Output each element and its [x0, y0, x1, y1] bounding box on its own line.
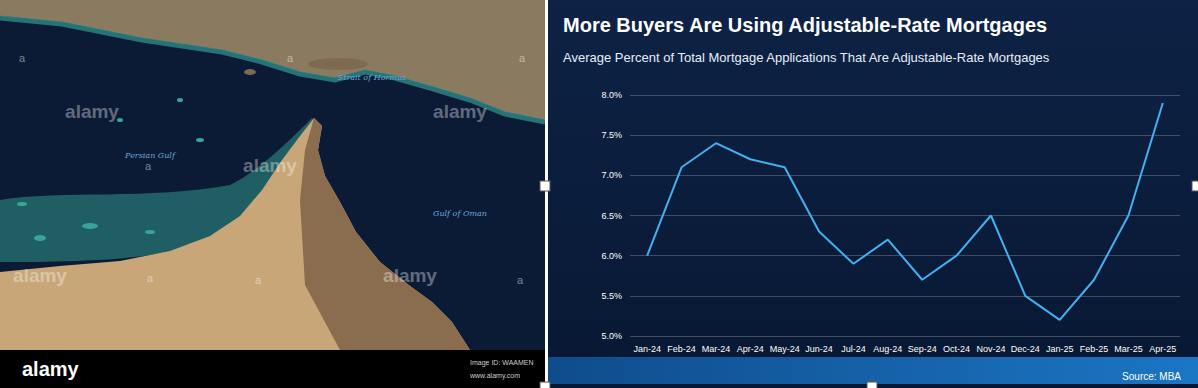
- svg-text:More Buyers Are Using Adjustab: More Buyers Are Using Adjustable-Rate Mo…: [563, 14, 1047, 36]
- svg-text:Aug-24: Aug-24: [873, 344, 902, 354]
- svg-text:6.0%: 6.0%: [601, 251, 622, 261]
- svg-text:alamy: alamy: [65, 101, 119, 122]
- svg-text:alamy: alamy: [13, 265, 67, 286]
- svg-text:alamy: alamy: [383, 265, 437, 286]
- svg-text:Jan-25: Jan-25: [1046, 344, 1074, 354]
- svg-text:Mar-25: Mar-25: [1114, 344, 1143, 354]
- svg-text:alamy: alamy: [22, 358, 80, 380]
- svg-text:a: a: [145, 160, 152, 172]
- svg-text:Image ID: WAAMEN: Image ID: WAAMEN: [470, 359, 534, 367]
- svg-text:Persian Gulf: Persian Gulf: [124, 151, 177, 160]
- svg-text:7.0%: 7.0%: [601, 170, 622, 180]
- svg-text:a: a: [19, 52, 26, 64]
- svg-text:Nov-24: Nov-24: [976, 344, 1005, 354]
- svg-text:5.5%: 5.5%: [601, 291, 622, 301]
- svg-text:Jul-24: Jul-24: [841, 344, 866, 354]
- svg-text:Dec-24: Dec-24: [1011, 344, 1040, 354]
- svg-text:a: a: [147, 272, 154, 284]
- svg-text:a: a: [255, 274, 262, 286]
- svg-text:Feb-24: Feb-24: [667, 344, 696, 354]
- svg-text:May-24: May-24: [770, 344, 800, 354]
- svg-text:www.alamy.com: www.alamy.com: [469, 372, 520, 380]
- svg-text:Oct-24: Oct-24: [943, 344, 970, 354]
- svg-text:Feb-25: Feb-25: [1080, 344, 1109, 354]
- svg-text:Apr-24: Apr-24: [737, 344, 764, 354]
- svg-text:a: a: [517, 274, 524, 286]
- svg-text:5.0%: 5.0%: [601, 331, 622, 341]
- svg-text:Jun-24: Jun-24: [805, 344, 833, 354]
- svg-text:6.5%: 6.5%: [601, 211, 622, 221]
- svg-text:Apr-25: Apr-25: [1149, 344, 1176, 354]
- svg-text:Mar-24: Mar-24: [702, 344, 731, 354]
- svg-text:alamy: alamy: [433, 101, 487, 122]
- svg-text:Source: MBA: Source: MBA: [1122, 371, 1181, 382]
- svg-text:7.5%: 7.5%: [601, 130, 622, 140]
- svg-text:Average Percent of Total Mortg: Average Percent of Total Mortgage Applic…: [563, 50, 1050, 65]
- svg-text:a: a: [287, 52, 294, 64]
- svg-text:Gulf of Oman: Gulf of Oman: [433, 209, 487, 218]
- svg-text:8.0%: 8.0%: [601, 90, 622, 100]
- svg-text:Jan-24: Jan-24: [633, 344, 661, 354]
- svg-text:alamy: alamy: [243, 155, 297, 176]
- svg-text:Sep-24: Sep-24: [908, 344, 937, 354]
- svg-text:Strait of Hormuz: Strait of Hormuz: [338, 73, 407, 82]
- svg-text:a: a: [519, 52, 526, 64]
